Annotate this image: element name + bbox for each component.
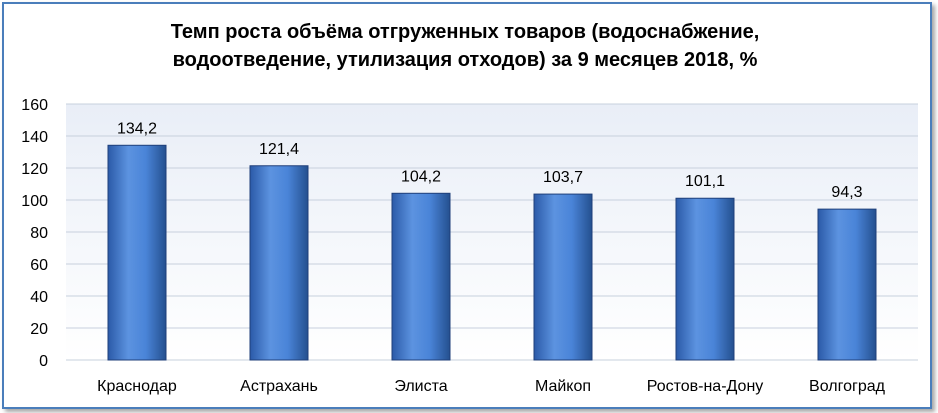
data-label: 121,4 (259, 141, 299, 158)
y-tick-label: 60 (30, 257, 48, 274)
x-tick-label: Краснодар (97, 378, 177, 395)
y-tick-label: 100 (21, 193, 48, 210)
data-label: 134,2 (117, 120, 157, 137)
x-tick-label: Волгоград (809, 378, 886, 395)
grid-lines (66, 103, 918, 361)
x-tick-label: Ростов-на-Дону (647, 378, 764, 395)
chart-title-line-2: водоотведение, утилизация отходов) за 9 … (172, 49, 758, 71)
data-label: 101,1 (685, 173, 725, 190)
data-label: 103,7 (543, 169, 583, 186)
bar (107, 144, 167, 361)
y-tick-label: 160 (21, 97, 48, 114)
y-tick-label: 0 (39, 353, 48, 370)
bar (391, 192, 451, 361)
bar (817, 208, 877, 361)
x-tick-label: Майкоп (535, 378, 591, 395)
y-tick-label: 140 (21, 129, 48, 146)
y-tick-label: 40 (30, 289, 48, 306)
y-tick-label: 20 (30, 321, 48, 338)
data-label: 104,2 (401, 168, 441, 185)
chart-title: Темп роста объёма отгруженных товаров (в… (0, 18, 930, 74)
x-axis: Краснодар Астрахань Элиста Майкоп Ростов-на-… (97, 378, 885, 395)
bar (533, 193, 593, 361)
data-labels: 134,2 121,4 104,2 103,7 101,1 94,3 (117, 120, 863, 201)
data-label: 94,3 (831, 184, 862, 201)
y-axis: 0 20 40 60 80 100 120 140 160 (21, 97, 48, 370)
x-tick-label: Астрахань (240, 378, 318, 395)
y-tick-label: 120 (21, 161, 48, 178)
bar (249, 165, 309, 361)
bar (675, 197, 735, 361)
bars (107, 144, 877, 361)
x-tick-label: Элиста (394, 378, 447, 395)
chart-title-line-1: Темп роста объёма отгруженных товаров (в… (170, 21, 760, 43)
y-tick-label: 80 (30, 225, 48, 242)
